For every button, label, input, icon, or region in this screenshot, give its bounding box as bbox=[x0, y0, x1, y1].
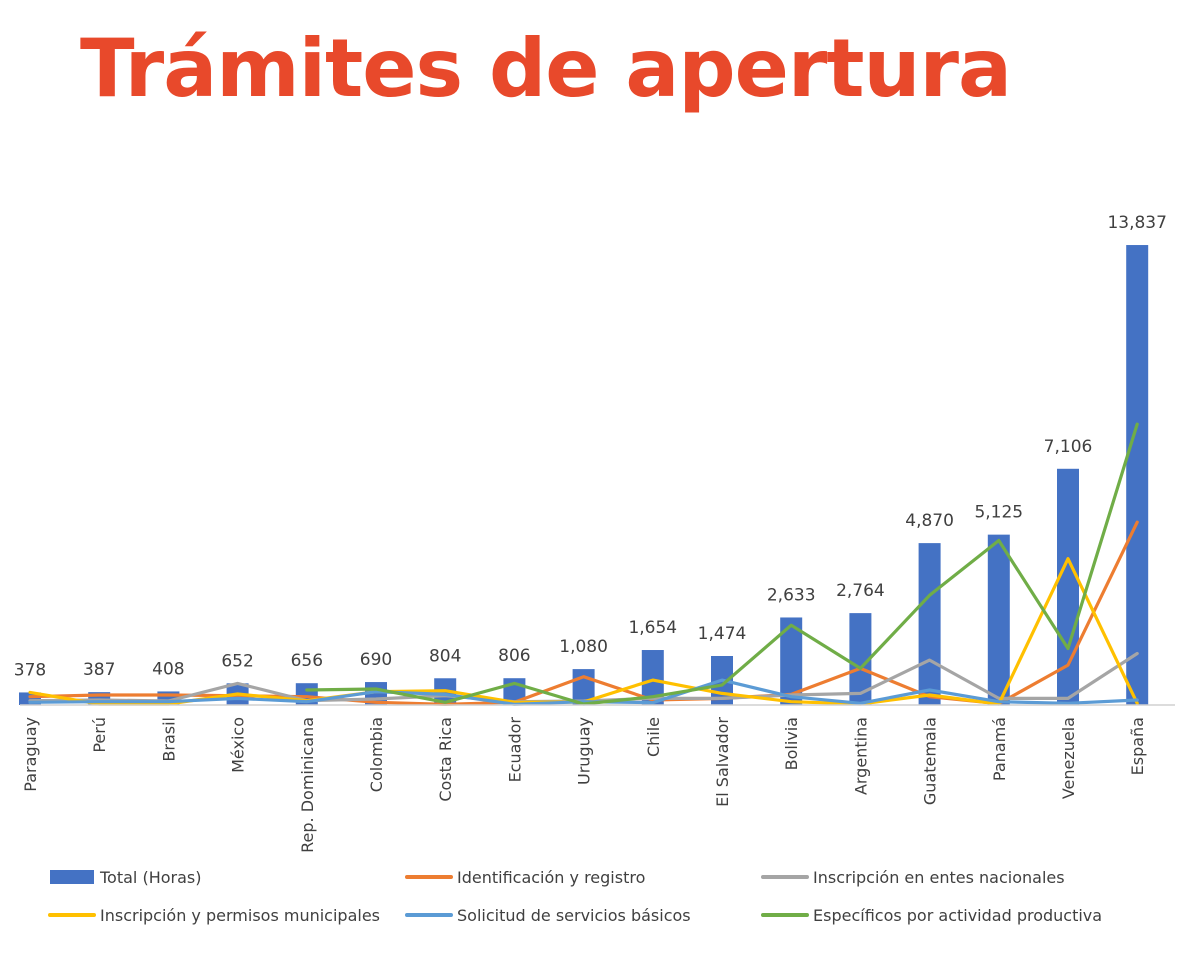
x-tick-label-venezuela: Venezuela bbox=[1059, 717, 1078, 799]
data-label-espana: 13,837 bbox=[1107, 213, 1166, 233]
legend-item-inscripcion-y-permisos-municipales: Inscripción y permisos municipales bbox=[48, 906, 380, 925]
slide-title: Trámites de apertura bbox=[80, 22, 1012, 115]
legend-item-total-horas: Total (Horas) bbox=[50, 868, 201, 887]
legend-item-inscripcion-en-entes-nacionales: Inscripción en entes nacionales bbox=[761, 868, 1065, 887]
data-label-rep-dominicana: 656 bbox=[291, 651, 323, 671]
legend-label: Total (Horas) bbox=[99, 868, 201, 887]
legend-item-especificos-por-actividad-productiva: Específicos por actividad productiva bbox=[761, 906, 1102, 925]
x-tick-label-guatemala: Guatemala bbox=[921, 717, 940, 805]
legend-label: Identificación y registro bbox=[457, 868, 645, 887]
data-label-panama: 5,125 bbox=[974, 503, 1023, 523]
bar-argentina bbox=[849, 613, 872, 705]
data-label-colombia: 690 bbox=[360, 650, 392, 670]
x-tick-label-colombia: Colombia bbox=[367, 717, 386, 792]
x-tick-label-bolivia: Bolivia bbox=[782, 717, 801, 770]
bar-bolivia bbox=[780, 617, 803, 705]
legend-label: Inscripción y permisos municipales bbox=[100, 906, 380, 925]
legend-item-identificacion-y-registro: Identificación y registro bbox=[405, 868, 645, 887]
data-label-uruguay: 1,080 bbox=[559, 637, 608, 657]
x-tick-labels: Paraguay Perú Brasil México Rep. Dominicana C… bbox=[21, 717, 1147, 853]
legend-label: Específicos por actividad productiva bbox=[813, 906, 1102, 925]
data-label-el-salvador: 1,474 bbox=[698, 624, 747, 644]
data-label-brasil: 408 bbox=[152, 659, 184, 679]
data-label-bolivia: 2,633 bbox=[767, 585, 816, 605]
bar-venezuela bbox=[1057, 468, 1079, 705]
x-tick-label-paraguay: Paraguay bbox=[21, 717, 40, 792]
data-label-guatemala: 4,870 bbox=[905, 511, 954, 531]
line-solicitud-de-servicios-basicos bbox=[28, 678, 1139, 706]
data-label-ecuador: 806 bbox=[498, 646, 530, 666]
x-tick-label-rep-dominicana: Rep. Dominicana bbox=[298, 717, 317, 853]
data-label-venezuela: 7,106 bbox=[1044, 437, 1093, 457]
legend-label: Inscripción en entes nacionales bbox=[813, 868, 1065, 887]
data-label-peru: 387 bbox=[83, 660, 115, 680]
line-series-group bbox=[28, 422, 1139, 706]
line-especificos-por-actividad-productiva bbox=[305, 422, 1139, 706]
x-tick-label-el-salvador: El Salvador bbox=[713, 717, 732, 807]
data-label-paraguay: 378 bbox=[14, 660, 46, 680]
legend-label: Solicitud de servicios básicos bbox=[457, 906, 691, 925]
x-tick-label-costa-rica: Costa Rica bbox=[436, 717, 455, 802]
bar-series-total bbox=[19, 245, 1149, 705]
x-tick-label-peru: Perú bbox=[90, 717, 109, 753]
bar-guatemala bbox=[918, 543, 941, 705]
data-label-mexico: 652 bbox=[221, 651, 253, 671]
data-labels: 378 387 408 652 656 690 804 806 1,080 1,654 1,474 2… bbox=[14, 213, 1167, 680]
legend-swatch bbox=[50, 870, 94, 884]
x-tick-label-ecuador: Ecuador bbox=[505, 717, 524, 783]
x-tick-label-espana: España bbox=[1128, 717, 1147, 775]
x-tick-label-uruguay: Uruguay bbox=[575, 717, 594, 785]
data-label-costa-rica: 804 bbox=[429, 646, 461, 666]
data-label-argentina: 2,764 bbox=[836, 581, 885, 601]
x-tick-label-brasil: Brasil bbox=[159, 717, 178, 762]
x-tick-label-panama: Panamá bbox=[990, 717, 1009, 781]
bar-chile bbox=[641, 650, 664, 705]
x-tick-label-chile: Chile bbox=[644, 717, 663, 757]
data-label-chile: 1,654 bbox=[628, 618, 677, 638]
x-tick-label-argentina: Argentina bbox=[851, 717, 870, 795]
bar-espana bbox=[1126, 245, 1149, 705]
x-tick-label-mexico: México bbox=[229, 717, 248, 773]
legend-item-solicitud-de-servicios-basicos: Solicitud de servicios básicos bbox=[405, 906, 691, 925]
legend: Total (Horas) Identificación y registro In… bbox=[48, 868, 1102, 925]
bar-panama bbox=[987, 534, 1010, 705]
line-identificacion-y-registro bbox=[28, 520, 1139, 706]
